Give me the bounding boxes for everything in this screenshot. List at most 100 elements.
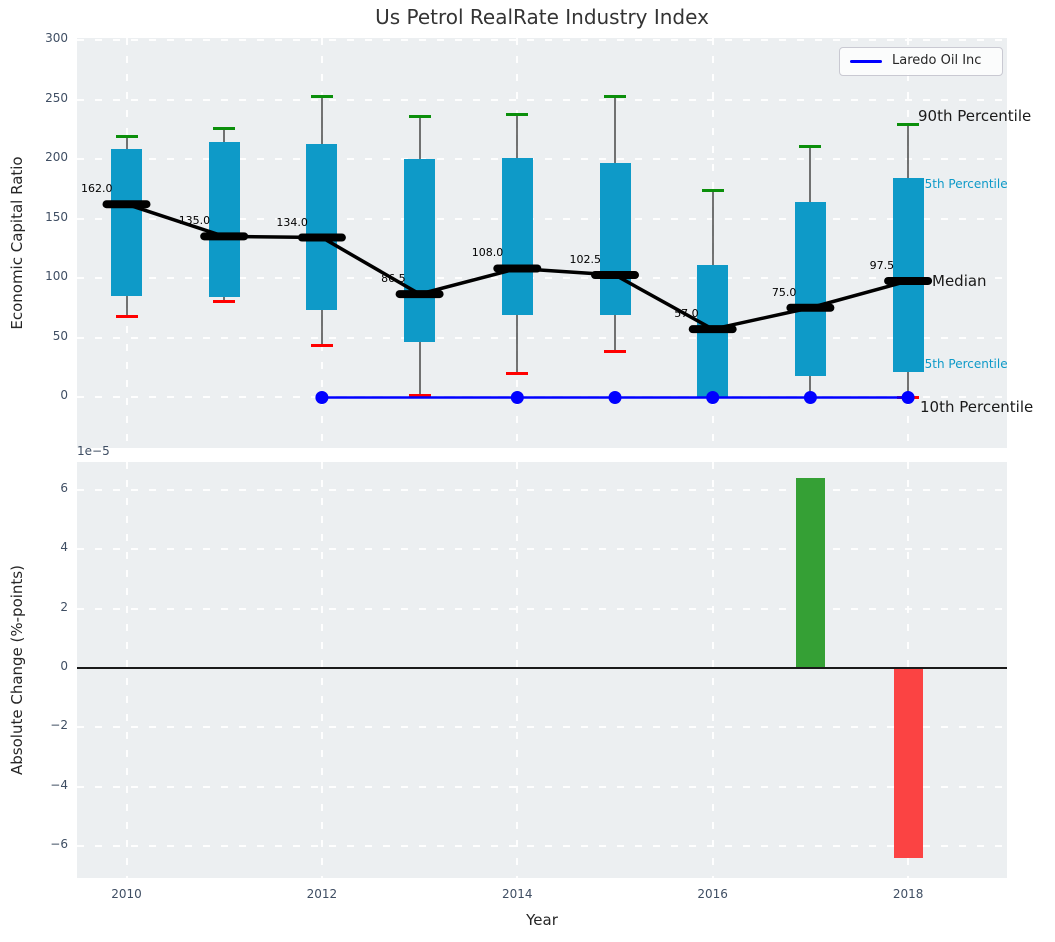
laredo-marker-icon [510, 391, 524, 404]
cap-90th-icon [213, 127, 236, 131]
median-value-label: 108.0 [471, 246, 504, 260]
cap-10th-icon [408, 393, 431, 397]
bar-2017 [795, 478, 825, 668]
median-dash-icon [493, 264, 542, 273]
cap-90th-icon [701, 188, 724, 192]
y-tick-label: 2 [60, 599, 68, 614]
legend: Laredo Oil Inc [839, 47, 1003, 76]
y-tick-label: 50 [52, 328, 68, 343]
gridline-h [77, 98, 1007, 101]
zero-line [77, 667, 1007, 669]
iqr-box [208, 142, 240, 298]
median-dash-icon [884, 276, 933, 285]
laredo-marker-icon [803, 391, 817, 404]
lines-overlay [102, 200, 933, 404]
gridline-h [77, 488, 1007, 491]
y-tick-label: 6 [60, 480, 68, 495]
x-tick-label: 2018 [892, 887, 924, 901]
median-dash-icon [591, 271, 639, 280]
y-tick-label: 150 [45, 209, 68, 224]
gridline-h [77, 336, 1007, 339]
y-tick-label: −2 [50, 718, 68, 733]
cap-90th-icon [408, 115, 431, 119]
gridline-h [77, 158, 1007, 160]
median-value-label: 57.0 [674, 307, 699, 321]
median-dash-icon [102, 200, 151, 209]
cap-90th-icon [115, 135, 138, 139]
top-axes: 162.0 135.0 134.0 86.5 108.0 102.5 57.0 75.0 97.… [77, 38, 1007, 448]
y-tick-label: 300 [45, 31, 68, 45]
laredo-marker-icon [315, 391, 329, 404]
cap-90th-icon [799, 144, 822, 148]
y-tick-label: −4 [50, 777, 68, 792]
median-value-label: 97.5 [869, 258, 895, 272]
cap-90th-icon [604, 94, 626, 98]
median-value-label: 162.0 [81, 182, 113, 196]
bar-2018 [893, 668, 923, 858]
gridline-h [77, 845, 1007, 848]
legend-line-sample [850, 60, 882, 63]
iqr-box [306, 143, 338, 311]
iqr-box [599, 162, 631, 315]
gridline-h [77, 39, 1007, 41]
median-dash-icon [786, 303, 835, 312]
gridline-v [711, 462, 714, 878]
cap-10th-icon [310, 343, 333, 347]
iqr-box [404, 159, 436, 343]
annotation-25th-percentile: 25th Percentile [917, 357, 1008, 371]
iqr-box [501, 157, 533, 315]
gridline-h [77, 548, 1007, 551]
gridline-h [77, 607, 1007, 610]
median-value-label: 86.5 [381, 272, 406, 286]
y-tick-label: 200 [45, 150, 68, 164]
y-tick-label: 0 [60, 659, 68, 673]
cap-10th-icon [115, 315, 138, 319]
axis-offset-text: 1e−5 [77, 444, 110, 458]
x-tick-label: 2012 [306, 887, 338, 901]
median-dash-icon [395, 290, 444, 299]
median-value-label: 75.0 [771, 285, 797, 299]
iqr-box [892, 178, 924, 372]
laredo-marker-icon [706, 391, 720, 404]
x-tick-label: 2016 [697, 887, 728, 901]
y-tick-label: −6 [50, 837, 68, 852]
annotation-10th-percentile: 10th Percentile [920, 398, 1034, 416]
gridline-h [77, 217, 1007, 220]
x-tick-label: 2010 [111, 887, 142, 901]
median-value-label: 102.5 [569, 253, 602, 267]
y-tick-label: 4 [60, 540, 68, 555]
laredo-marker-icon [901, 391, 915, 404]
annotation-median: Median [932, 272, 987, 290]
y-tick-label: 0 [60, 388, 68, 402]
gridline-v [320, 462, 323, 878]
chart-title: Us Petrol RealRate Industry Index [375, 5, 709, 29]
x-tick-label: 2014 [502, 887, 533, 901]
cap-10th-icon [604, 349, 626, 353]
gridline-h [77, 785, 1007, 788]
median-dash-icon [200, 232, 249, 241]
gridline-h [77, 726, 1007, 729]
gridline-h [77, 277, 1007, 279]
gridline-v [516, 462, 519, 878]
y-tick-label: 100 [45, 269, 68, 283]
iqr-box [111, 149, 142, 296]
annotation-75th-percentile: 75th Percentile [917, 177, 1008, 191]
cap-10th-icon [213, 299, 236, 303]
y-tick-label: 250 [45, 90, 68, 105]
bottom-axes [77, 462, 1007, 878]
x-axis-label: Year [526, 911, 558, 929]
cap-90th-icon [897, 123, 920, 127]
median-value-label: 134.0 [276, 215, 308, 229]
cap-90th-icon [506, 112, 529, 116]
median-dash-icon [688, 325, 737, 334]
cap-90th-icon [310, 94, 333, 98]
gridline-v [125, 462, 128, 878]
annotation-90th-percentile: 90th Percentile [918, 107, 1032, 125]
laredo-marker-icon [608, 391, 622, 404]
median-dash-icon [297, 233, 346, 242]
median-value-label: 135.0 [178, 214, 211, 228]
iqr-box [794, 201, 826, 376]
cap-10th-icon [506, 372, 529, 376]
legend-label: Laredo Oil Inc [892, 53, 982, 68]
